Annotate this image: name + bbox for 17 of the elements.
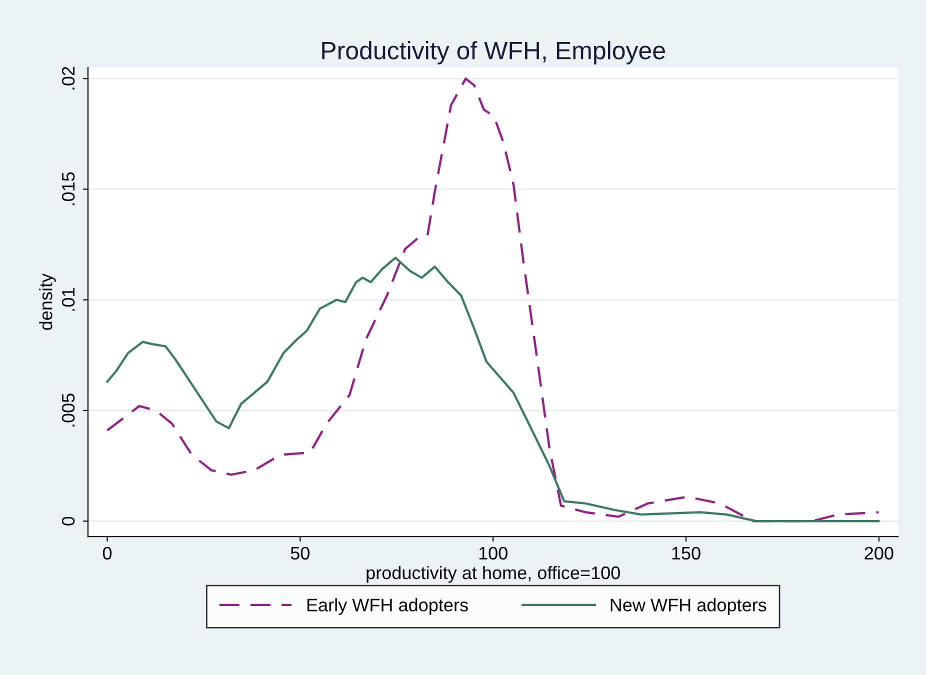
y-tick-label: 0 — [62, 516, 75, 526]
legend-label: Early WFH adopters — [307, 598, 468, 615]
x-axis-title: productivity at home, office=100 — [366, 566, 620, 583]
legend-label: New WFH adopters — [610, 598, 766, 615]
line-series — [106, 256, 880, 522]
x-tick-label: 0 — [102, 546, 112, 560]
y-tick-label: .005 — [62, 394, 75, 426]
chart-title: Productivity of WFH, Employee — [322, 41, 665, 64]
x-tick-label: 150 — [672, 546, 700, 560]
y-tick-label: .02 — [62, 66, 75, 90]
y-axis-title: density — [39, 273, 56, 330]
y-tick-label: .015 — [62, 172, 75, 206]
x-tick-label: 100 — [479, 546, 508, 560]
line-series — [106, 77, 880, 522]
y-tick-label: .01 — [62, 288, 75, 311]
x-tick-label: 50 — [290, 546, 310, 560]
x-tick-label: 200 — [864, 546, 894, 560]
